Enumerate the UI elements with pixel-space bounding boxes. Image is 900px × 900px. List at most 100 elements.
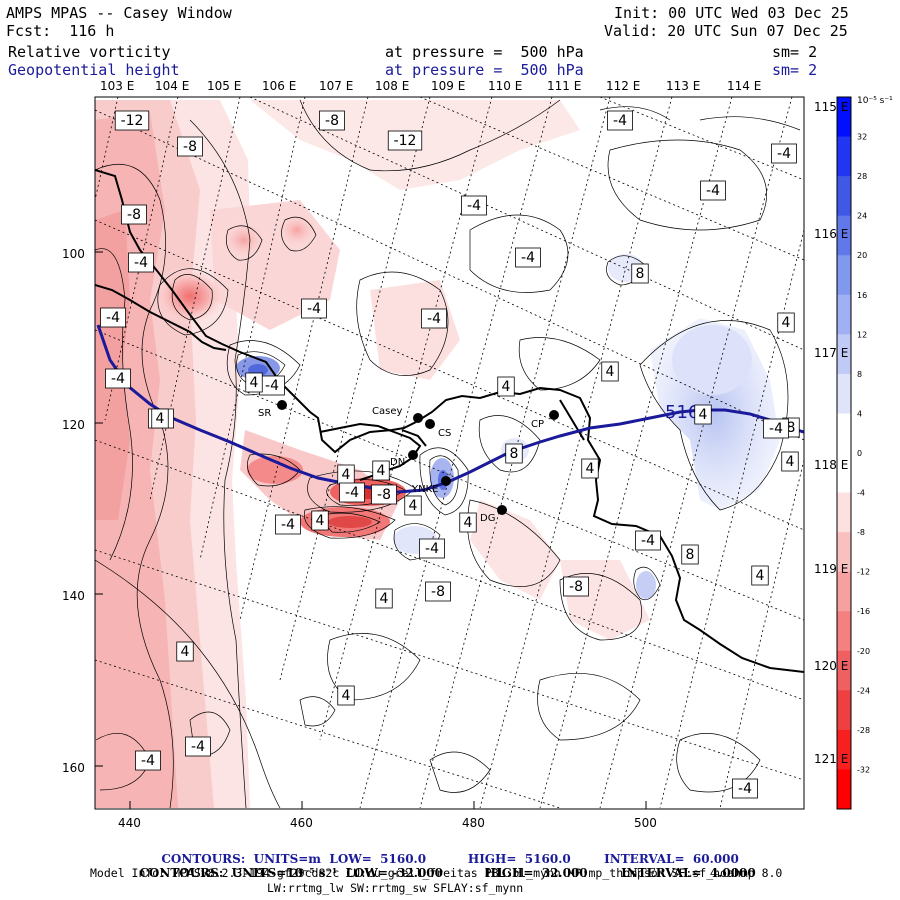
colorbar-level-label: 8 [857,370,862,379]
svg-text:-8: -8 [127,207,141,223]
vorticity-contour-label: -8 [177,136,203,157]
svg-text:4: 4 [181,644,190,660]
contours-high: HIGH= 32.000 [484,866,588,880]
vorticity-contour-label: 4 [497,376,515,397]
colorbar-swatch [837,136,851,177]
lon-label: 112 E [606,79,640,93]
vorticity-contours [95,99,801,809]
colorbar-level-label: -24 [857,686,870,695]
vorticity-shading [95,100,780,808]
station-casey-dot [413,413,423,423]
station-dn-dot [408,450,418,460]
lon-label: 107 E [319,79,353,93]
vorticity-contour-label: -12 [114,110,150,131]
x-tick-label: 440 [118,816,141,830]
svg-text:-4: -4 [613,113,627,129]
svg-text:-4: -4 [777,146,791,162]
vorticity-contour-label: -4 [135,750,161,771]
model-info: Model Info: MPASv8.2.3-194-gf29cd82c CU:… [90,866,783,880]
colorbar-level-label: 32 [857,133,867,142]
colorbar-level-label: -28 [857,726,870,735]
colorbar-swatch [837,729,851,770]
lon-label: 105 E [207,79,241,93]
y-tick-label: 120 [62,418,85,432]
vorticity-contour-label: -8 [563,576,589,597]
colorbar-swatch [837,255,851,296]
footer-height-contours: CONTOURS: UNITS=m LOW= 5160.0 HIGH= 5160… [153,838,738,866]
colorbar-level-label: 20 [857,251,867,260]
vorticity-contour-label: -4 [128,252,154,273]
field-smoothing-height: sm= 2 [772,61,818,79]
svg-text:-4: -4 [111,371,125,387]
svg-text:4: 4 [250,375,259,391]
lon-label: 111 E [547,79,581,93]
colorbar-level-label: -4 [857,489,865,498]
station-cs-label: CS [438,428,451,439]
vorticity-contour-label: -4 [771,143,797,164]
svg-text:4: 4 [342,467,351,483]
vorticity-contour-label: 4 [404,495,422,516]
lon-label: 120 E [814,659,848,673]
contours-high: HIGH= 5160.0 [467,852,571,866]
vorticity-contour-label: 4 [459,512,477,533]
vorticity-contour-label: -4 [461,195,487,216]
svg-text:8: 8 [686,547,695,563]
contours-interval: INTERVAL= 4.0000 [621,866,756,880]
colorbar-level-label: 24 [857,212,867,221]
contours-units: UNITS=10⁻⁵ s⁻¹ [231,866,338,880]
vorticity-contour-label: 8 [681,544,699,565]
vorticity-contour-label: -4 [185,736,211,757]
y-tick-label: 100 [62,247,85,261]
svg-text:4: 4 [409,498,418,514]
top-longitude-labels: 103 E 104 E 105 E 106 E 107 E 108 E 109 … [100,79,761,93]
station-casey-label: Casey [372,406,402,417]
svg-text:4: 4 [606,364,615,380]
svg-text:-8: -8 [183,139,197,155]
svg-text:-4: -4 [134,255,148,271]
colorbar-level-label: -20 [857,647,870,656]
station-dn-label: DN [390,457,405,468]
svg-text:4: 4 [377,463,386,479]
colorbar-swatch [837,492,851,533]
colorbar: 32 28 24 20 16 12 8 4 0 -4 -8 -12 -16 -20 -24 -28 -32 [836,96,870,810]
vorticity-contour-label: -8 [371,484,397,505]
vorticity-label-group: -12 -8 -8 -4 -8 -12 -4 -4 -4 -4 -4 -4 -4 -4 -4 -8 -4 4 4 4 4… [100,110,800,799]
lon-label: 114 E [727,79,761,93]
svg-text:-4: -4 [467,198,481,214]
map-title: AMPS MPAS -- Casey Window [6,4,232,22]
vorticity-contour-label: 4 [581,458,599,479]
lon-label: 108 E [375,79,409,93]
vorticity-contour-label: -8 [425,581,451,602]
colorbar-level-label: -16 [857,607,870,616]
lon-label: 119 E [814,562,848,576]
svg-text:-4: -4 [769,421,783,437]
lon-label: 117 E [814,346,848,360]
svg-text:8: 8 [510,446,519,462]
vorticity-contour-label: -4 [732,778,758,799]
contours-label: CONTOURS: [139,866,224,880]
vorticity-contour-label: 4 [372,460,390,481]
vorticity-contour-label: -4 [105,368,131,389]
vorticity-contour-label: 4 [781,451,799,472]
svg-text:-4: -4 [191,739,205,755]
lon-label: 118 E [814,458,848,472]
svg-text:-4: -4 [281,517,295,533]
svg-text:4: 4 [756,568,765,584]
field-name-height: Geopotential height [8,61,180,79]
svg-text:-4: -4 [521,250,535,266]
station-sr-dot [277,400,287,410]
vorticity-contour-label: 4 [694,404,712,425]
station-cp-dot [549,410,559,420]
colorbar-level-label: -8 [857,528,865,537]
vorticity-contour-label: -4 [339,482,365,503]
svg-text:4: 4 [156,411,165,427]
svg-text:4: 4 [342,688,351,704]
vorticity-contour-label: -4 [275,514,301,535]
svg-text:4: 4 [380,591,389,607]
vorticity-contour-label: -8 [319,110,345,131]
svg-text:-4: -4 [141,753,155,769]
svg-text:4: 4 [502,379,511,395]
vorticity-contour-label: 4 [601,361,619,382]
vorticity-contour-label: 4 [245,372,263,393]
